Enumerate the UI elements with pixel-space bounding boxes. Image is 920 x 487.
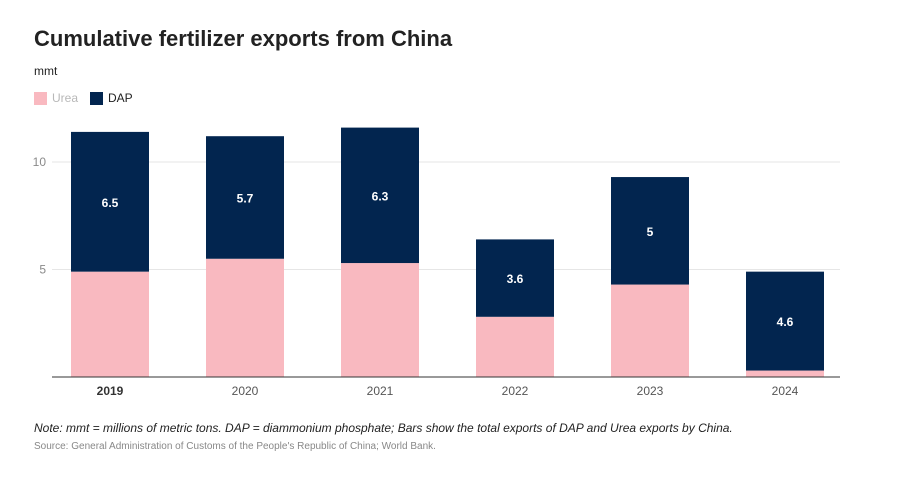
urea-bar-2020 [206,258,284,377]
dap-bar-2020 [206,136,284,259]
urea-bar-2021 [341,263,419,377]
y-tick-label-5: 5 [39,263,46,277]
urea-bar-2019 [71,271,149,377]
legend-item-urea[interactable]: Urea [34,91,78,105]
y-tick-label-10: 10 [33,155,47,169]
dap-swatch [90,91,104,105]
dap-value-label-2020: 5.7 [237,191,254,205]
urea-bar-2024 [746,370,824,377]
legend: Urea DAP [34,91,145,105]
source: Source: General Administration of Custom… [34,441,436,452]
chart-title: Cumulative fertilizer exports from China [34,26,453,51]
x-tick-label-2021: 2021 [367,384,394,398]
unit-label: mmt [34,64,58,78]
dap-bar-2024 [746,271,824,371]
note: Note: mmt = millions of metric tons. DAP… [34,421,733,435]
dap-value-label-2021: 6.3 [372,189,389,203]
dap-value-label-2024: 4.6 [777,315,794,329]
legend-item-dap[interactable]: DAP [90,91,133,105]
dap-bar-2022 [476,239,554,317]
dap-bar-2023 [611,177,689,285]
dap-bar-2021 [341,127,419,264]
urea-bar-2022 [476,316,554,377]
x-tick-label-2019: 2019 [97,384,124,398]
urea-bar-2023 [611,284,689,377]
dap-value-label-2019: 6.5 [102,196,119,210]
x-tick-label-2024: 2024 [772,384,799,398]
x-tick-label-2020: 2020 [232,384,259,398]
legend-label-urea: Urea [52,91,79,105]
legend-label-dap: DAP [108,91,133,105]
urea-swatch [34,91,47,105]
dap-bar-2019 [71,131,149,272]
x-tick-label-2023: 2023 [637,384,664,398]
x-tick-label-2022: 2022 [502,384,529,398]
dap-value-label-2022: 3.6 [507,272,524,286]
dap-value-label-2023: 5 [647,225,654,239]
